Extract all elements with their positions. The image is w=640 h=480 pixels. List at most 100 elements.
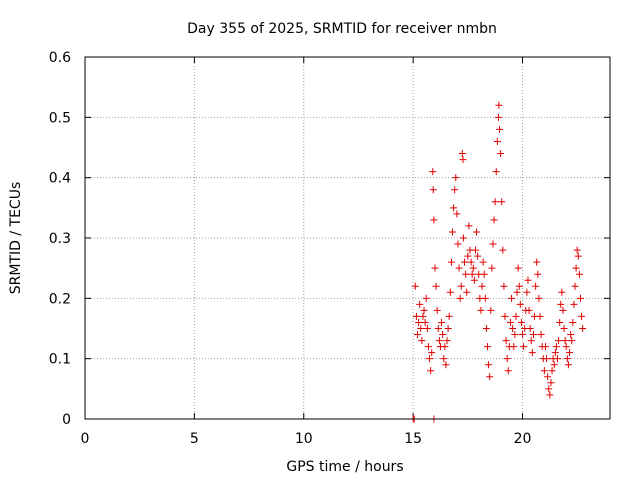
data-point [469, 264, 477, 272]
data-point [567, 331, 575, 339]
data-point [555, 337, 563, 345]
plot-frame [84, 56, 611, 420]
data-points [409, 101, 587, 423]
data-point [414, 331, 421, 339]
x-tick-label: 20 [514, 431, 532, 447]
data-point [506, 318, 514, 326]
data-point [493, 137, 501, 145]
data-point [524, 276, 532, 284]
data-point [498, 198, 506, 206]
data-point [482, 325, 490, 332]
y-tick-label: 0.4 [49, 171, 71, 187]
data-point [491, 198, 499, 206]
data-point [419, 312, 427, 320]
data-point [490, 216, 498, 224]
data-point [440, 355, 448, 363]
data-point [478, 282, 486, 290]
data-point [416, 300, 424, 308]
data-point [486, 373, 494, 381]
data-point [494, 113, 502, 121]
data-point [503, 355, 511, 363]
data-point [417, 325, 425, 332]
data-point [459, 234, 467, 242]
data-point [578, 312, 586, 320]
data-point [496, 125, 504, 133]
data-point [428, 349, 436, 357]
data-point [523, 288, 531, 296]
data-point [462, 270, 470, 278]
data-point [568, 337, 576, 345]
data-point [455, 264, 463, 272]
y-tick-label: 0 [62, 412, 71, 428]
data-point [451, 186, 459, 194]
data-point [429, 186, 437, 194]
data-point [477, 306, 485, 314]
data-point [504, 367, 512, 375]
data-point [453, 210, 461, 218]
data-point [574, 252, 582, 260]
data-point [499, 246, 507, 254]
data-point [426, 355, 434, 363]
data-point [545, 385, 553, 393]
data-point [420, 306, 428, 314]
data-point [548, 367, 556, 375]
axes: 0 0.1 0.2 0.3 0.4 0.5 0.6 0 5 10 15 20 [49, 50, 610, 447]
data-point [535, 294, 543, 302]
data-point [497, 150, 505, 158]
data-point [508, 294, 516, 302]
data-point [540, 367, 548, 375]
data-point [550, 361, 558, 369]
data-point [557, 300, 565, 308]
data-point [479, 258, 487, 266]
data-point [569, 318, 577, 326]
data-point [525, 306, 533, 314]
data-point [500, 282, 508, 290]
data-point [430, 216, 438, 224]
data-point [488, 264, 496, 272]
data-point [443, 337, 451, 345]
data-point [515, 282, 523, 290]
data-point [513, 288, 521, 296]
data-point [573, 246, 581, 254]
data-point [424, 343, 432, 351]
y-axis-title: SRMTID / TECUs [8, 182, 24, 295]
data-point [459, 156, 467, 164]
chart-title: Day 355 of 2025, SRMTID for receiver nmb… [187, 21, 497, 37]
data-point [456, 294, 464, 302]
data-point [435, 337, 443, 345]
x-tick-label: 10 [295, 431, 313, 447]
data-point [446, 288, 454, 296]
data-point [516, 300, 524, 308]
data-point [434, 325, 442, 332]
data-point [423, 325, 431, 332]
data-point [537, 331, 545, 339]
data-point [439, 331, 447, 339]
data-point [429, 168, 437, 176]
data-point [468, 270, 476, 278]
data-point [543, 355, 551, 363]
data-point [427, 367, 435, 375]
data-point [514, 264, 522, 272]
data-point [526, 325, 534, 332]
data-point [551, 349, 559, 357]
data-point [449, 228, 456, 236]
data-point [450, 204, 458, 212]
data-point [528, 349, 536, 357]
data-point [492, 168, 500, 176]
data-point [422, 294, 430, 302]
data-point [464, 252, 472, 260]
data-point [558, 288, 566, 296]
data-point [544, 373, 552, 381]
data-point [576, 294, 584, 302]
data-point [559, 306, 567, 314]
data-point [471, 246, 479, 254]
y-tick-label: 0.6 [49, 50, 71, 66]
data-point [489, 240, 497, 248]
y-tick-label: 0.3 [49, 231, 71, 247]
data-point [457, 282, 465, 290]
data-point [432, 282, 440, 290]
data-point [418, 337, 426, 345]
data-point [547, 379, 555, 387]
x-tick-label: 0 [81, 431, 90, 447]
data-point [519, 331, 526, 339]
